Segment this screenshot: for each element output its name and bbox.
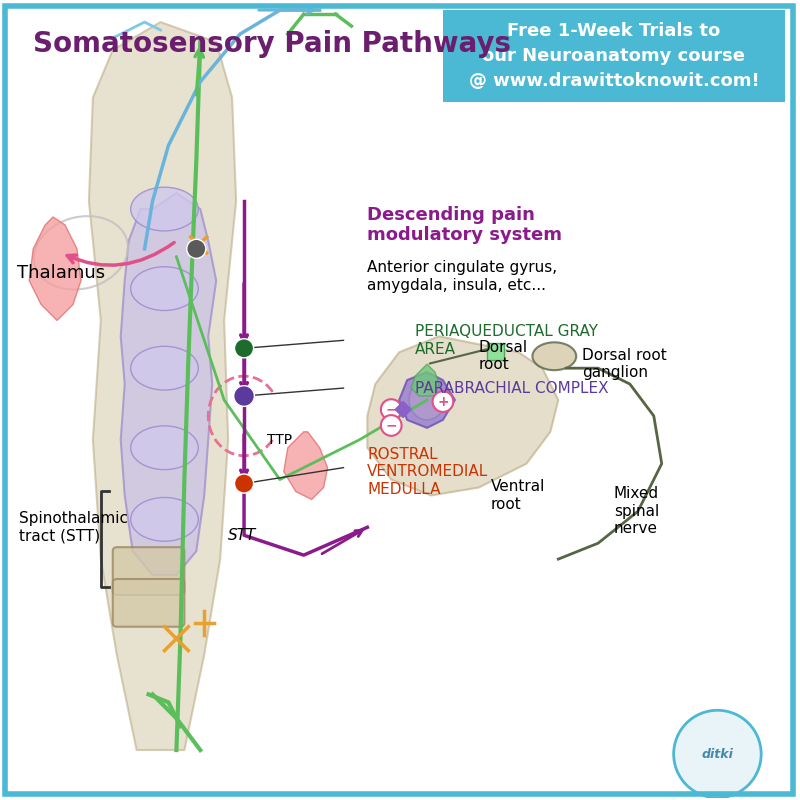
Text: PERIAQUEDUCTAL GRAY
AREA: PERIAQUEDUCTAL GRAY AREA [415,324,598,357]
Text: Mixed
spinal
nerve: Mixed spinal nerve [614,486,659,536]
Polygon shape [30,217,81,321]
Text: Anterior cingulate gyrus,
amygdala, insula, etc...: Anterior cingulate gyrus, amygdala, insu… [367,261,558,293]
Text: Ventral
root: Ventral root [490,479,545,512]
Circle shape [381,399,402,420]
Text: ditki: ditki [702,747,734,761]
Text: Dorsal
root: Dorsal root [478,340,528,373]
Polygon shape [121,193,216,575]
Circle shape [433,391,454,412]
Ellipse shape [130,498,198,542]
FancyBboxPatch shape [113,547,184,595]
Polygon shape [367,336,558,495]
Text: Somatosensory Pain Pathways: Somatosensory Pain Pathways [34,30,511,58]
FancyBboxPatch shape [443,10,785,102]
Polygon shape [411,364,439,396]
Polygon shape [284,432,327,499]
FancyBboxPatch shape [113,579,184,626]
Text: STT: STT [228,528,257,542]
FancyBboxPatch shape [486,342,504,360]
Text: Spinothalamic
tract (STT): Spinothalamic tract (STT) [19,511,128,543]
Text: −: − [386,402,397,417]
Text: TTP: TTP [267,433,293,446]
Ellipse shape [533,342,576,370]
Ellipse shape [409,380,445,420]
Circle shape [674,710,761,798]
Text: Dorsal root
ganglion: Dorsal root ganglion [582,348,667,380]
Text: Free 1-Week Trials to
our Neuroanatomy course
@ www.drawittoknowit.com!: Free 1-Week Trials to our Neuroanatomy c… [469,22,759,90]
Text: PARABRACHIAL COMPLEX: PARABRACHIAL COMPLEX [415,381,609,395]
Ellipse shape [130,426,198,470]
Text: Thalamus: Thalamus [17,264,105,282]
Text: ROSTRAL
VENTROMEDIAL
MEDULLA: ROSTRAL VENTROMEDIAL MEDULLA [367,446,489,497]
Text: Descending pain
modulatory system: Descending pain modulatory system [367,206,562,244]
Text: +: + [437,394,449,409]
Circle shape [186,239,206,258]
Circle shape [234,474,254,493]
Text: −: − [386,418,397,433]
Polygon shape [395,402,411,418]
Circle shape [234,338,254,358]
Circle shape [234,386,254,406]
Polygon shape [399,372,455,428]
Ellipse shape [130,266,198,310]
Polygon shape [89,22,236,750]
Ellipse shape [130,187,198,231]
Ellipse shape [130,346,198,390]
Circle shape [381,415,402,436]
